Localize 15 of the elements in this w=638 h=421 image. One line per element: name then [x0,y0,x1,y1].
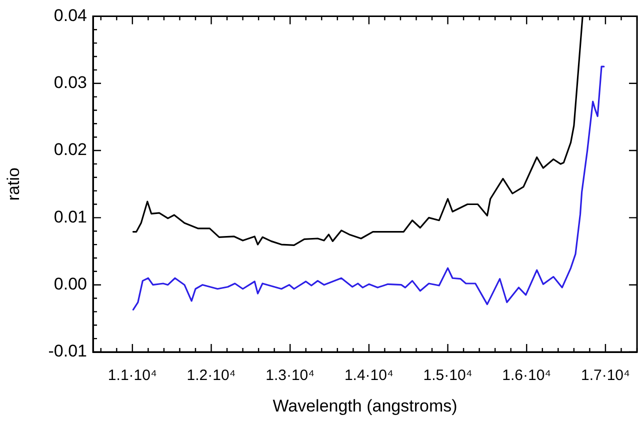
x-tick-label: 1.5·10⁴ [423,367,472,384]
y-axis-title: ratio [4,168,23,201]
y-tick-label: 0.02 [54,140,87,160]
x-tick-label: 1.2·10⁴ [186,367,236,384]
y-tick-label: 0.00 [54,274,87,294]
x-tick-label: 1.7·10⁴ [580,367,630,384]
y-tick-label: -0.01 [48,342,87,361]
x-tick-label: 1.1·10⁴ [108,367,157,384]
y-tick-label: 0.03 [54,73,87,92]
y-tick-label: 0.04 [54,6,87,25]
x-tick-label: 1.4·10⁴ [344,367,394,384]
x-axis-title: Wavelength (angstroms) [272,396,458,416]
x-tick-label: 1.6·10⁴ [502,367,552,384]
x-tick-label: 1.3·10⁴ [266,367,315,384]
y-tick-label: 0.01 [54,207,87,226]
